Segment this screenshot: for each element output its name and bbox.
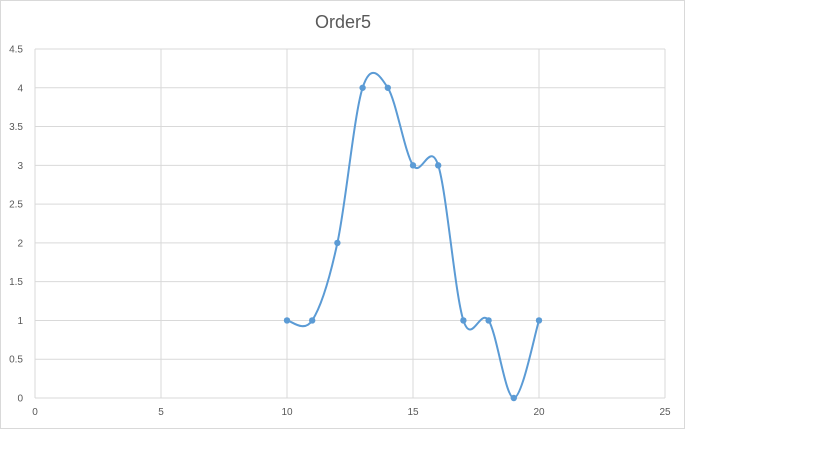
y-tick-label: 4.5 bbox=[9, 45, 23, 56]
x-tick-label: 25 bbox=[659, 407, 671, 418]
y-tick-label: 0 bbox=[17, 394, 23, 405]
y-tick-label: 3 bbox=[17, 161, 23, 172]
gridlines bbox=[34, 48, 666, 399]
x-tick-label: 15 bbox=[407, 407, 419, 418]
data-point bbox=[535, 317, 543, 324]
series-line bbox=[286, 72, 540, 400]
y-tick-label: 0.5 bbox=[9, 355, 23, 366]
y-tick-label: 1 bbox=[17, 316, 23, 327]
y-tick-label: 4 bbox=[17, 83, 23, 94]
data-point bbox=[460, 317, 467, 324]
y-tick-label: 2 bbox=[17, 238, 23, 249]
y-tick-label: 1.5 bbox=[9, 277, 23, 288]
data-point bbox=[384, 84, 391, 91]
data-point bbox=[485, 317, 492, 324]
tick-labels: 0 0.5 1 1.5 2 2.5 3 3.5 4 4.5 0 5 10 15 20 25 bbox=[9, 45, 671, 419]
data-point bbox=[334, 239, 341, 247]
data-point bbox=[435, 162, 442, 169]
x-tick-label: 0 bbox=[32, 407, 38, 418]
y-tick-label: 2.5 bbox=[9, 200, 23, 211]
x-tick-label: 20 bbox=[533, 407, 545, 418]
chart-title: Order5 bbox=[315, 12, 371, 32]
data-point bbox=[409, 162, 417, 169]
data-point bbox=[510, 394, 517, 402]
series-layer bbox=[283, 72, 543, 402]
data-point bbox=[359, 84, 366, 91]
x-tick-label: 5 bbox=[158, 407, 164, 418]
y-tick-label: 3.5 bbox=[9, 122, 23, 133]
data-point bbox=[283, 317, 291, 324]
data-point bbox=[309, 317, 316, 324]
x-tick-label: 10 bbox=[281, 407, 293, 418]
